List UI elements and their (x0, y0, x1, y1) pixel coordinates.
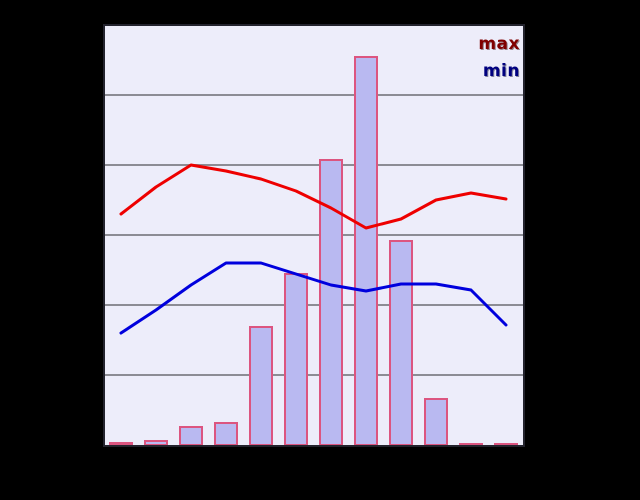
bar (214, 422, 238, 446)
bar (249, 326, 273, 446)
bar (459, 443, 483, 446)
plot-border (103, 24, 525, 447)
bar (109, 442, 133, 446)
bar (494, 443, 518, 446)
bar (354, 56, 378, 446)
bar (179, 426, 203, 446)
chart-legend: max min (478, 31, 520, 85)
bar (424, 398, 448, 446)
legend-max-label: max (478, 34, 520, 54)
bar (389, 240, 413, 446)
legend-min-label: min (482, 61, 520, 81)
bar (284, 273, 308, 446)
min-line (119, 261, 508, 335)
max-line (119, 163, 508, 230)
bar (144, 440, 168, 446)
